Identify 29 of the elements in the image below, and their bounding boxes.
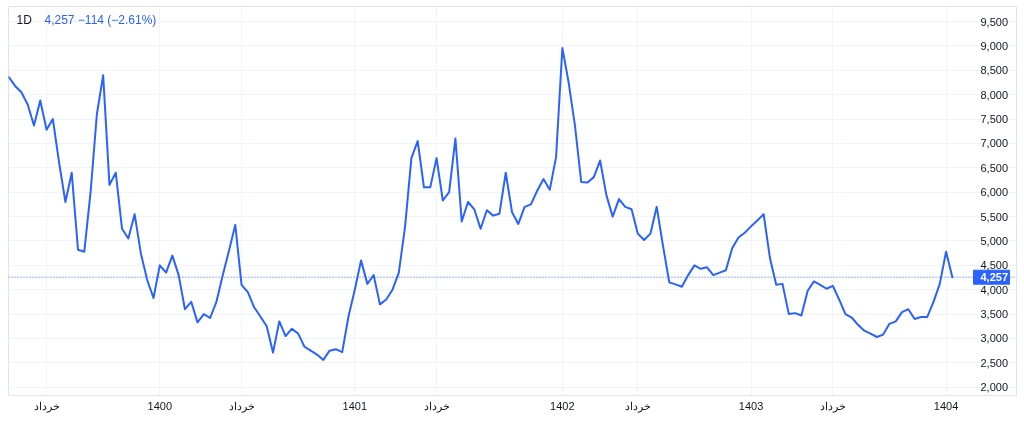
x-tick-label: 1404 <box>933 399 959 412</box>
text: 4,257 −114 (−2.61%) <box>44 12 157 27</box>
y-tick-label: 6,500 <box>980 161 1009 174</box>
x-tick-label: 1400 <box>147 399 173 412</box>
y-tick-label: 4,000 <box>980 283 1009 296</box>
x-tick-label: خرداد <box>228 399 255 413</box>
x-tick-label: خرداد <box>33 399 60 413</box>
y-tick-label: 8,500 <box>980 64 1009 77</box>
y-tick-label: 5,000 <box>980 234 1009 247</box>
y-tick-label: 3,500 <box>980 308 1009 321</box>
text: 1D <box>16 12 33 27</box>
x-tick-label: خرداد <box>423 399 450 413</box>
x-tick-label: خرداد <box>819 399 846 413</box>
y-tick-label: 2,000 <box>980 381 1009 394</box>
x-tick-label: 1402 <box>550 399 575 412</box>
y-tick-label: 7,000 <box>980 137 1009 150</box>
y-tick-label: 6,000 <box>980 186 1009 199</box>
y-tick-label: 9,000 <box>980 39 1009 52</box>
y-tick-label: 2,500 <box>980 356 1009 369</box>
x-tick-label: 1403 <box>738 399 764 412</box>
y-tick-label: 4,500 <box>980 259 1009 272</box>
y-tick-label: 7,500 <box>980 113 1009 126</box>
ref-line-label: 4,257 <box>980 271 1009 284</box>
y-tick-label: 9,500 <box>980 15 1009 28</box>
y-tick-label: 8,000 <box>980 88 1009 101</box>
y-tick-label: 3,000 <box>980 332 1009 345</box>
x-tick-label: خرداد <box>624 399 651 413</box>
y-tick-label: 5,500 <box>980 210 1009 223</box>
x-tick-label: 1401 <box>342 399 368 412</box>
